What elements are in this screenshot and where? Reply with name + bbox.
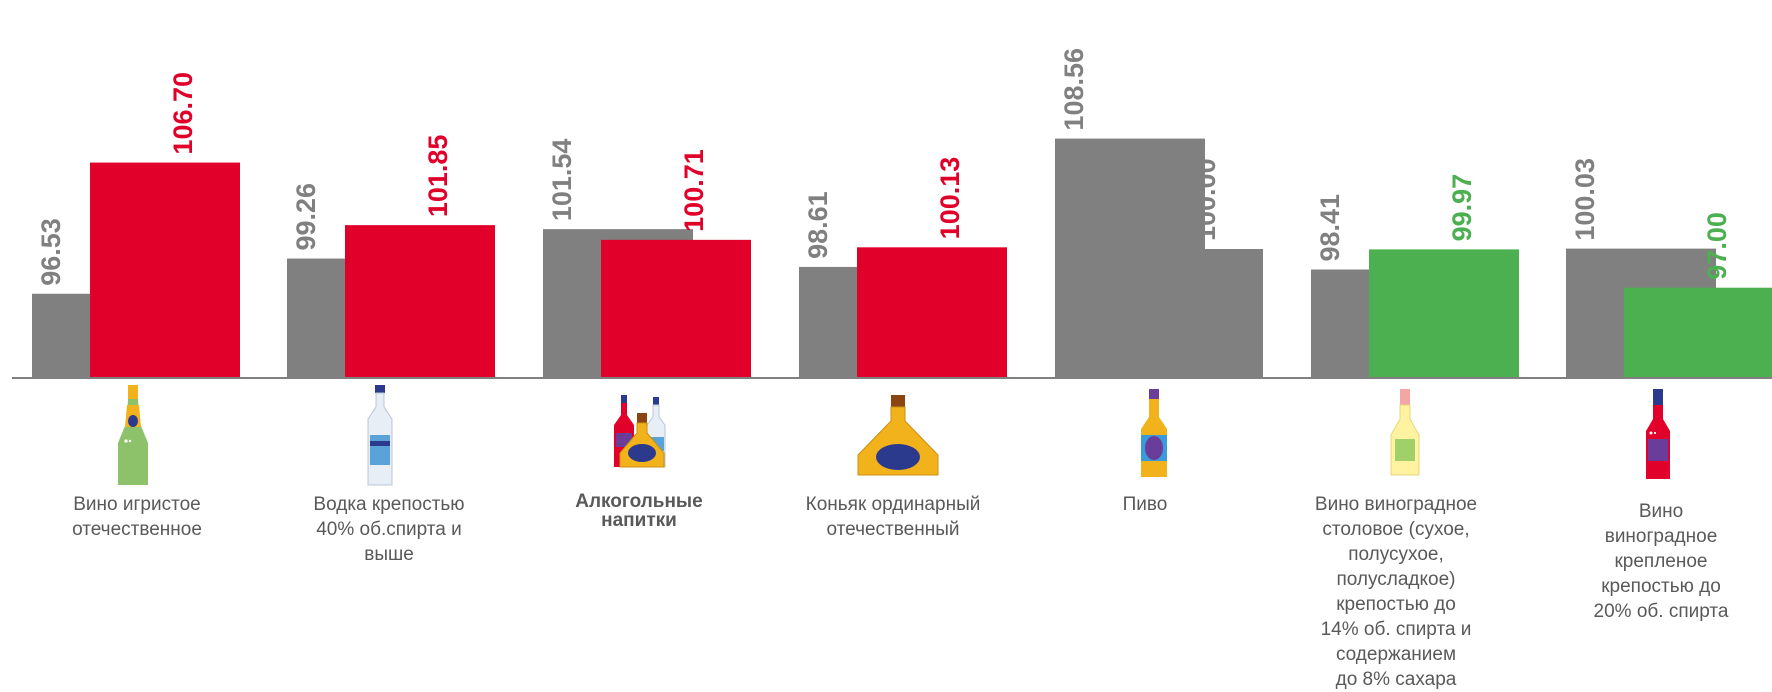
value-label-s1-0: 96.53	[36, 218, 66, 286]
value-label-s1-3: 98.61	[803, 191, 833, 259]
value-labels-layer: 96.53 99.26 101.54 98.61 108.56 98.41 100.03 10…	[36, 48, 1732, 286]
cognac-bottle-icon	[857, 395, 939, 476]
vodka-bottle-icon	[367, 385, 393, 486]
category-label-1: Водка крепостью 40% об.спирта и выше	[313, 494, 465, 565]
bar-s2-5	[1369, 249, 1519, 378]
bars-layer	[32, 138, 1772, 378]
value-label-s2-4: 100.00	[1191, 158, 1221, 241]
value-label-s2-1: 101.85	[423, 135, 453, 218]
bar-s2-2	[601, 239, 751, 378]
bar-s2-0	[90, 162, 240, 378]
bar-s2-3	[857, 247, 1007, 378]
category-label-2: Алкогольные напитки	[575, 491, 703, 531]
value-label-s1-1: 99.26	[291, 183, 321, 251]
beer-bottle-icon	[1141, 389, 1167, 477]
bar-s2-4	[1113, 249, 1263, 378]
bar-s2-6	[1624, 287, 1772, 378]
category-label-6: Вино виноградное крепленое крепостью до …	[1593, 501, 1729, 622]
white-wine-bottle-icon	[1390, 389, 1420, 476]
red-wine-bottle-icon	[1646, 389, 1670, 479]
category-label-0: Вино игристое отечественное	[72, 494, 202, 540]
value-label-s2-3: 100.13	[935, 157, 965, 240]
champagne-bottle-icon	[118, 385, 148, 485]
category-label-5: Вино виноградное столовое (сухое, полусу…	[1314, 494, 1478, 690]
value-label-s1-4: 108.56	[1059, 48, 1089, 131]
category-label-3: Коньяк ординарный отечественный	[805, 494, 981, 540]
bar-s2-1	[345, 225, 495, 378]
alcohol-bottles-icon	[614, 395, 666, 468]
value-label-s2-5: 99.97	[1447, 174, 1477, 242]
value-label-s2-2: 100.71	[679, 149, 709, 232]
value-label-s2-0: 106.70	[168, 72, 198, 155]
category-label-4: Пиво	[1122, 494, 1168, 515]
icons-layer	[118, 385, 1670, 486]
value-label-s1-6: 100.03	[1570, 158, 1600, 241]
value-label-s1-2: 101.54	[547, 139, 577, 222]
value-label-s1-5: 98.41	[1315, 194, 1345, 262]
value-label-s2-6: 97.00	[1702, 212, 1732, 280]
